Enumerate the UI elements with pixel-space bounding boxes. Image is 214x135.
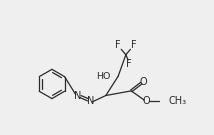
Text: F: F: [126, 59, 132, 69]
Text: F: F: [131, 40, 136, 50]
Text: N: N: [87, 96, 94, 106]
Text: O: O: [143, 96, 150, 106]
Text: O: O: [140, 77, 147, 87]
Text: CH₃: CH₃: [168, 96, 186, 106]
Text: N: N: [74, 90, 82, 101]
Text: F: F: [115, 40, 121, 50]
Text: HO: HO: [96, 72, 110, 81]
